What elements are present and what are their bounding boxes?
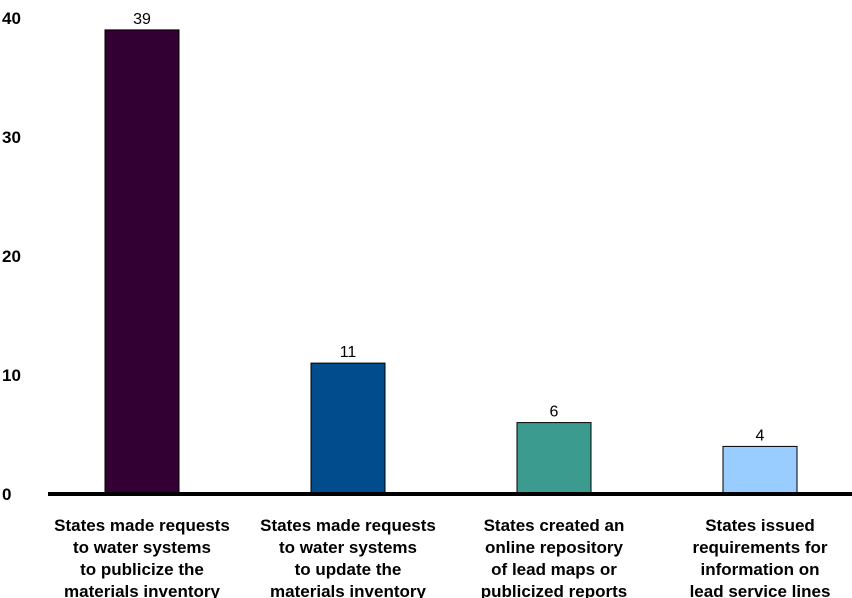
data-label: 39 [133, 11, 151, 28]
category-label-line: States created an [484, 516, 625, 535]
category-label-line: States made requests [54, 516, 230, 535]
category-label-line: information on [701, 560, 820, 579]
category-label-line: requirements for [692, 538, 827, 557]
y-tick-label: 40 [2, 9, 21, 28]
category-label-line: to publicize the [80, 560, 204, 579]
category-label-line: to water systems [279, 538, 417, 557]
data-label: 11 [340, 344, 357, 361]
y-tick-label: 10 [2, 366, 21, 385]
category-label-line: publicized reports [481, 582, 627, 598]
y-tick-label: 0 [2, 485, 11, 504]
category-label-line: materials inventory [270, 582, 426, 598]
bar [104, 29, 180, 495]
y-axis-ticks: 0 10 20 30 40 [2, 9, 21, 504]
y-tick-label: 30 [2, 128, 21, 147]
y-tick-label: 20 [2, 247, 21, 266]
data-labels: 39 11 6 4 [133, 11, 765, 444]
category-label-line: of lead maps or [491, 560, 617, 579]
bars [104, 29, 798, 495]
category-label-line: States made requests [260, 516, 436, 535]
category-label-line: to update the [295, 560, 402, 579]
category-labels: States made requests to water systems to p… [54, 516, 830, 598]
category-label-line: States issued [705, 516, 815, 535]
bar [516, 422, 592, 495]
data-label: 4 [756, 427, 765, 444]
data-label: 6 [550, 404, 559, 421]
category-label-line: materials inventory [64, 582, 220, 598]
category-label-line: online repository [485, 538, 623, 557]
bar [722, 445, 798, 495]
category-label-line: to water systems [73, 538, 211, 557]
category-label-line: lead service lines [690, 582, 831, 598]
bar [310, 362, 386, 495]
